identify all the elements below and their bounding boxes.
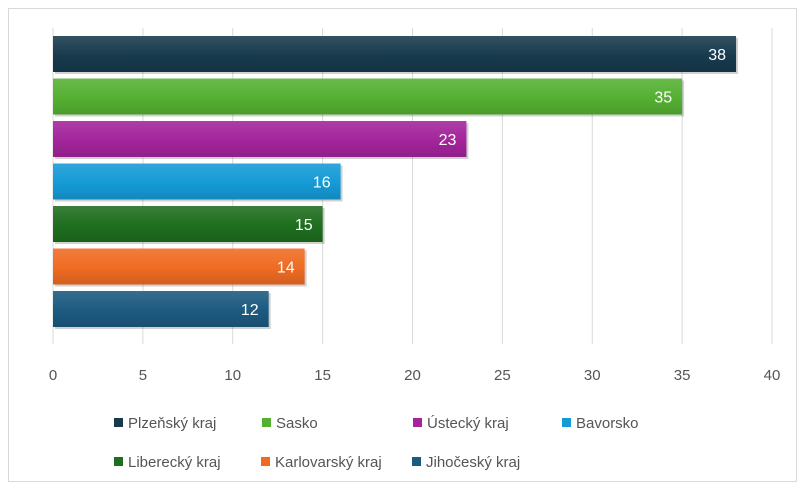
x-tick-label-15: 15 [314,367,331,384]
legend-label-2: Sasko [276,415,318,432]
legend-label-1: Plzeňský kraj [128,415,216,432]
data-label-3: 23 [439,132,457,149]
bar-3 [53,121,467,157]
x-tick-label-40: 40 [764,367,781,384]
x-tick-label-35: 35 [674,367,691,384]
bar-7 [53,291,269,327]
legend-swatch-1 [114,418,123,427]
x-tick-label-5: 5 [139,367,147,384]
x-tick-label-25: 25 [494,367,511,384]
bar-6 [53,248,305,285]
data-label-2: 35 [654,90,672,107]
legend-swatch-3 [413,418,422,427]
legend-swatch-2 [262,418,271,427]
data-label-5: 15 [295,217,313,234]
x-tick-label-0: 0 [49,367,57,384]
legend-label-5: Liberecký kraj [128,454,221,471]
legend-label-4: Bavorsko [576,415,639,432]
legend-swatch-6 [261,457,270,466]
data-label-1: 38 [708,47,726,64]
legend-label-6: Karlovarský kraj [275,454,382,471]
data-label-4: 16 [313,175,331,192]
bar-5 [53,206,323,242]
x-tick-label-10: 10 [224,367,241,384]
legend-swatch-4 [562,418,571,427]
bar-4 [53,163,341,200]
legend-label-3: Ústecký kraj [427,415,509,432]
legend-swatch-7 [412,457,421,466]
data-labels: 38 35 23 16 15 14 12 [241,47,726,319]
legend-label-7: Jihočeský kraj [426,454,520,471]
x-tick-label-30: 30 [584,367,601,384]
legend-swatch-5 [114,457,123,466]
bars [53,36,739,329]
legend: Plzeňský kraj Sasko Ústecký kraj Bavorsko Li… [114,415,639,471]
x-axis-ticks: 0 5 10 15 20 25 30 35 40 [49,367,781,384]
bar-1 [53,36,737,72]
data-label-6: 14 [277,260,295,277]
x-tick-label-20: 20 [404,367,421,384]
bar-2 [53,78,683,115]
data-label-7: 12 [241,302,259,319]
